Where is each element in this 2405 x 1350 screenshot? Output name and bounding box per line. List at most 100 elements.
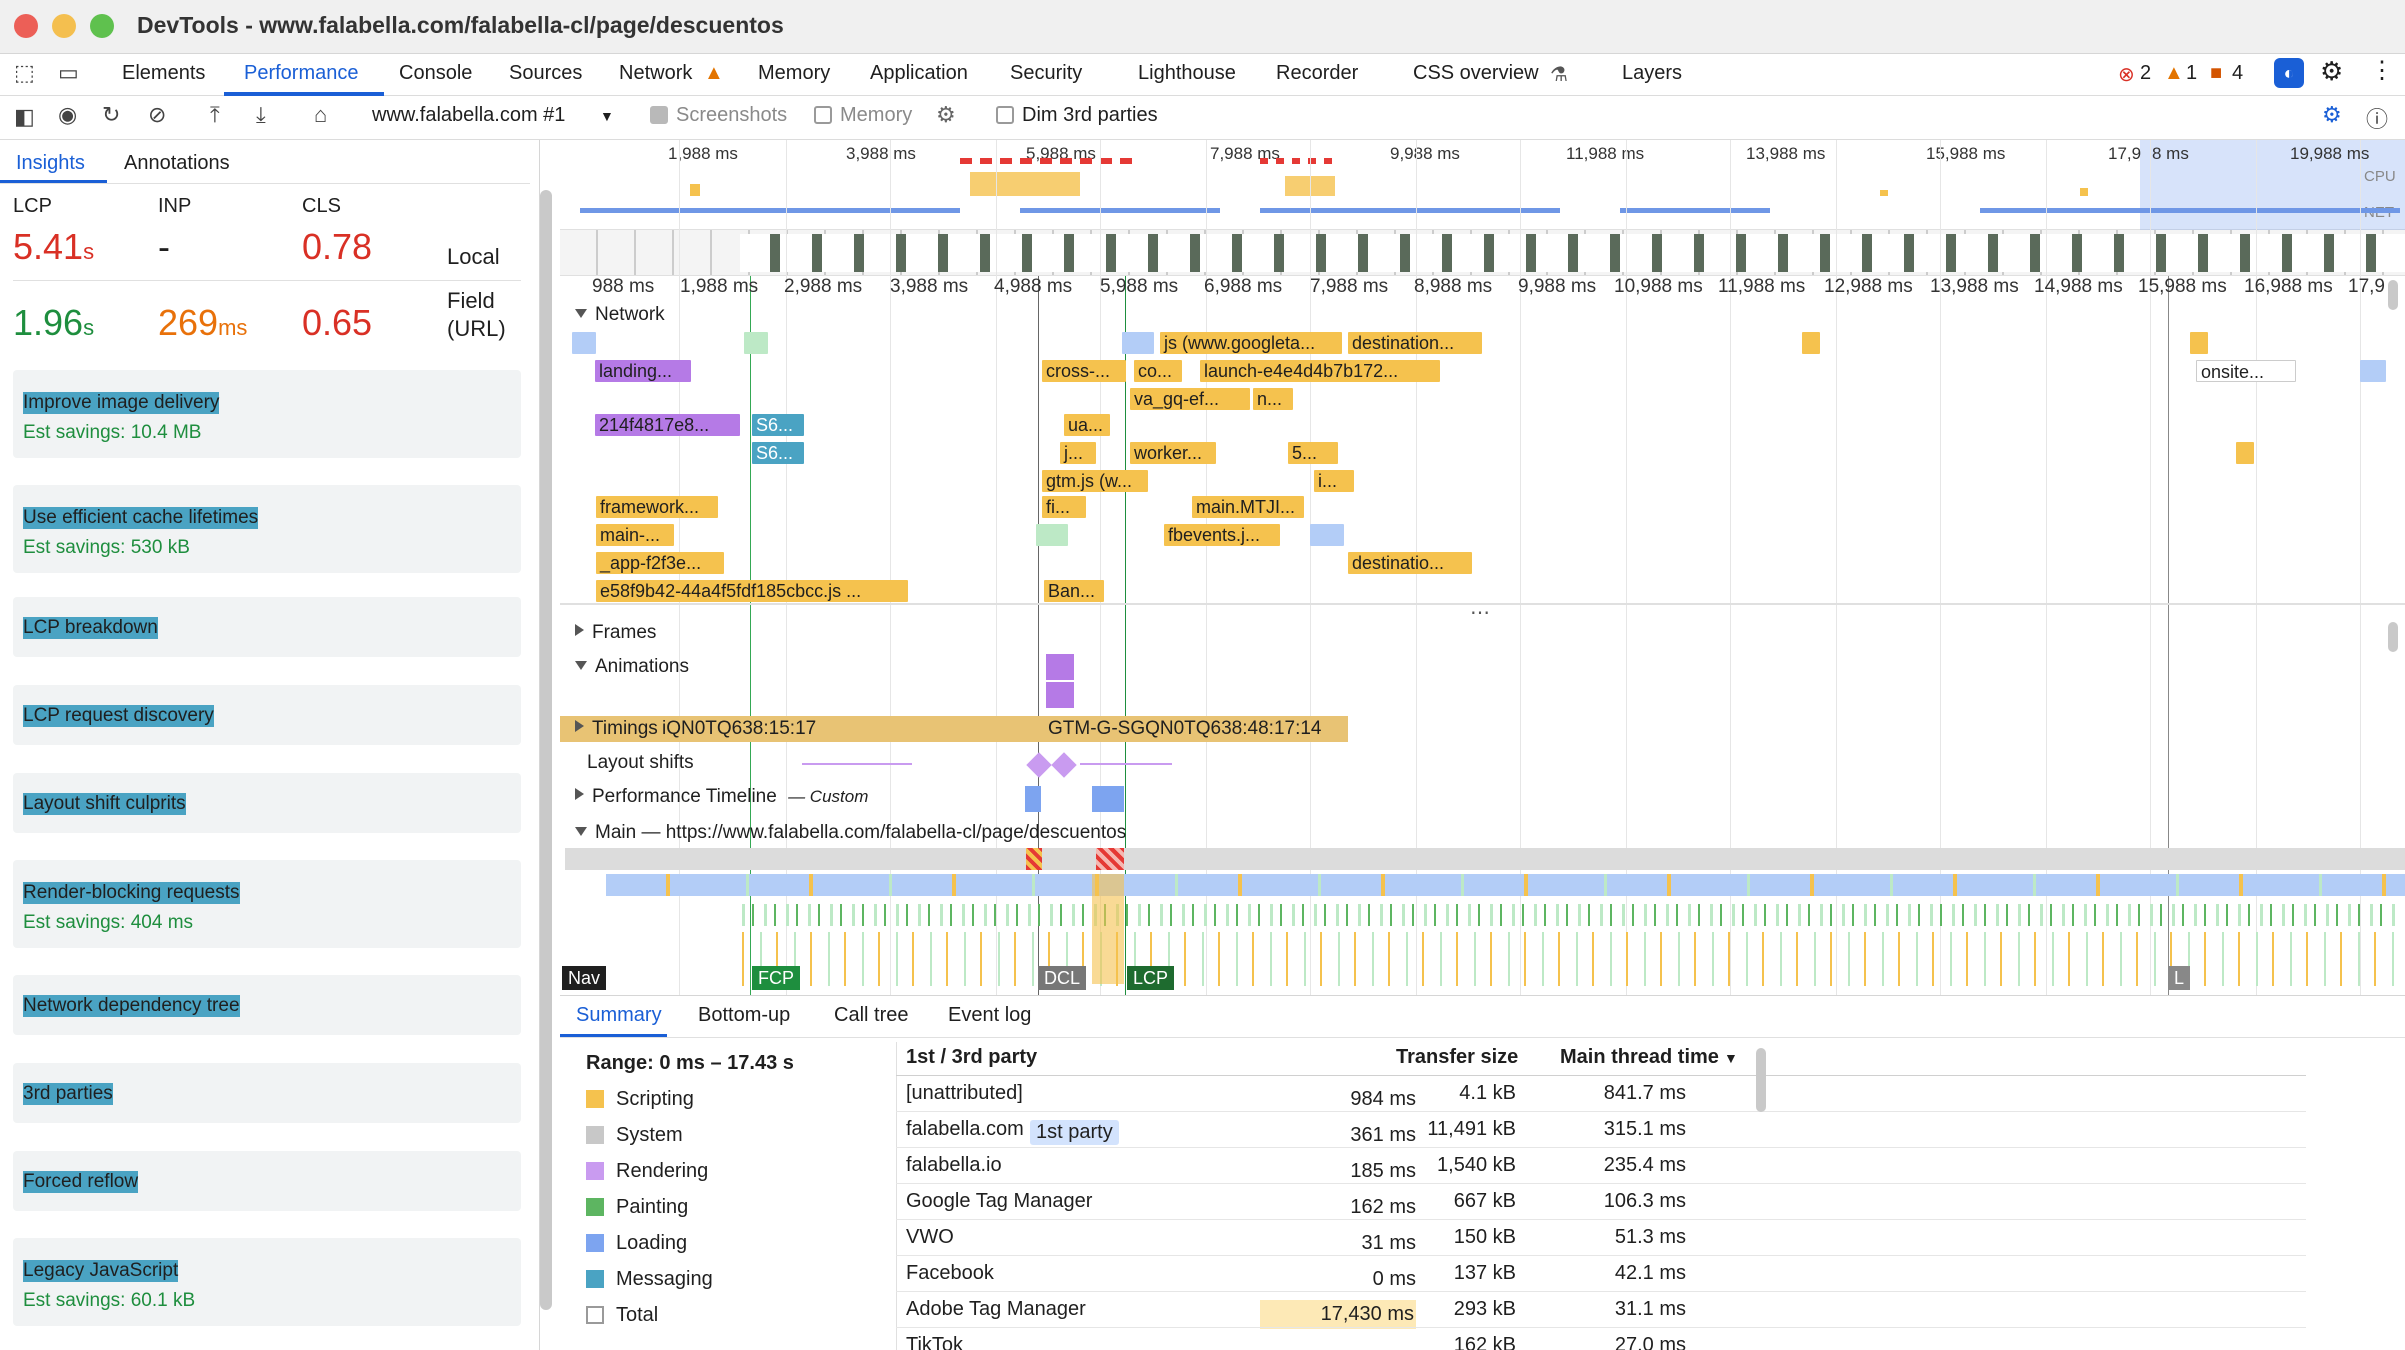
table-scrollbar[interactable] <box>1756 1048 1766 1112</box>
network-request[interactable] <box>1036 524 1068 546</box>
tab-annotations[interactable]: Annotations <box>124 152 230 174</box>
dcl-marker[interactable]: DCL <box>1038 966 1087 990</box>
toggle-sidebar-icon[interactable]: ◧ <box>14 104 35 129</box>
upload-icon[interactable]: ⤒ <box>210 102 220 127</box>
col-party[interactable]: 1st / 3rd party <box>906 1046 1038 1068</box>
tab-performance[interactable]: Performance <box>244 62 359 84</box>
network-request[interactable] <box>1122 332 1154 354</box>
network-request[interactable]: va_gq-ef... <box>1130 388 1250 410</box>
clear-icon[interactable]: ⊘ <box>148 102 167 127</box>
main-thread-task-row[interactable] <box>565 848 2405 870</box>
table-row[interactable]: VWO 150 kB 51.3 ms <box>896 1220 2306 1256</box>
tab-recorder[interactable]: Recorder <box>1276 62 1359 84</box>
network-request[interactable] <box>2190 332 2208 354</box>
chevron-down-icon[interactable]: ▼ <box>600 108 614 124</box>
network-track-header[interactable]: Network <box>575 304 665 326</box>
network-request[interactable]: j... <box>1060 442 1096 464</box>
error-count[interactable]: 2 <box>2140 62 2152 84</box>
network-request[interactable]: S6... <box>752 442 804 464</box>
network-request[interactable]: landing... <box>595 360 691 382</box>
inspect-element-icon[interactable]: ⬚ <box>14 60 35 85</box>
network-request[interactable]: fi... <box>1042 496 1086 518</box>
load-marker[interactable]: L <box>2168 966 2191 990</box>
timing-label[interactable]: iQN0TQ638:15:17 <box>662 718 817 739</box>
insight-improve-image-delivery[interactable]: Improve image delivery Est savings: 10.4… <box>13 370 521 458</box>
maximize-window-button[interactable] <box>90 14 114 38</box>
network-request[interactable]: worker... <box>1130 442 1216 464</box>
sort-desc-icon[interactable]: ▼ <box>1724 1050 1738 1066</box>
tab-network[interactable]: Network <box>619 62 693 84</box>
tab-memory[interactable]: Memory <box>758 62 831 84</box>
network-request[interactable] <box>1802 332 1820 354</box>
lcp-marker[interactable]: LCP <box>1127 966 1175 990</box>
frames-track-header[interactable]: Frames <box>575 622 656 644</box>
table-row[interactable]: Google Tag Manager 667 kB 106.3 ms <box>896 1184 2306 1220</box>
animations-track-header[interactable]: Animations <box>575 656 689 678</box>
table-row[interactable]: TikTok 162 kB 27.0 ms <box>896 1328 2306 1350</box>
settings-gear-icon[interactable]: ⚙ <box>2320 56 2344 86</box>
network-request[interactable]: fbevents.j... <box>1164 524 1280 546</box>
network-scrollbar[interactable] <box>2388 280 2398 310</box>
network-request[interactable]: 214f4817e8... <box>595 414 740 436</box>
network-request[interactable]: e58f9b42-44a4f5fdf185cbcc.js ... <box>596 580 908 602</box>
record-icon[interactable]: ◉ <box>58 102 78 127</box>
col-main-thread[interactable]: Main thread time <box>1560 1046 1719 1068</box>
tab-lighthouse[interactable]: Lighthouse <box>1138 62 1236 84</box>
tab-sources[interactable]: Sources <box>509 62 583 84</box>
table-row[interactable]: falabella.com 1st party 11,491 kB 315.1 … <box>896 1112 2306 1148</box>
more-options-icon[interactable]: ⋮ <box>2370 57 2394 84</box>
timing-label[interactable]: GTM-G-SGQN0TQ638:48:17:14 <box>1048 718 1322 739</box>
network-request[interactable]: co... <box>1134 360 1182 382</box>
network-request[interactable]: _app-f2f3e... <box>596 552 724 574</box>
dim-3rd-parties-checkbox[interactable]: Dim 3rd parties <box>996 104 1158 127</box>
table-row[interactable]: Facebook 137 kB 42.1 ms <box>896 1256 2306 1292</box>
tab-insights[interactable]: Insights <box>16 152 85 174</box>
tab-bottom-up[interactable]: Bottom-up <box>698 1004 791 1026</box>
main-thread-activity[interactable] <box>606 874 2405 896</box>
tab-summary[interactable]: Summary <box>576 1004 662 1026</box>
home-icon[interactable]: ⌂ <box>314 102 328 127</box>
capture-settings-icon[interactable]: ⚙ <box>2322 102 2342 127</box>
fcp-marker[interactable]: FCP <box>752 966 800 990</box>
tab-call-tree[interactable]: Call tree <box>834 1004 909 1026</box>
timeline-overview[interactable]: 1,988 ms 3,988 ms 5,988 ms 7,988 ms 9,98… <box>560 140 2405 230</box>
tab-elements[interactable]: Elements <box>122 62 206 84</box>
network-request[interactable]: gtm.js (w... <box>1042 470 1148 492</box>
network-request[interactable]: 5... <box>1288 442 1338 464</box>
download-icon[interactable]: ⤓ <box>256 102 266 127</box>
tab-layers[interactable]: Layers <box>1622 62 1683 84</box>
col-transfer[interactable]: Transfer size <box>1396 1046 1519 1068</box>
table-row[interactable]: [unattributed] 4.1 kB 841.7 ms <box>896 1076 2306 1112</box>
network-request[interactable]: S6... <box>752 414 804 436</box>
close-window-button[interactable] <box>14 14 38 38</box>
insight-forced-reflow[interactable]: Forced reflow <box>13 1151 521 1211</box>
performance-timeline-track-header[interactable]: Performance Timeline — Custom <box>575 786 868 808</box>
issues-count[interactable]: 4 <box>2232 62 2244 84</box>
network-request[interactable] <box>1310 524 1344 546</box>
nav-marker[interactable]: Nav <box>562 966 607 990</box>
network-request[interactable]: js (www.googleta... <box>1160 332 1342 354</box>
sidebar-scrollbar[interactable] <box>540 190 552 1310</box>
network-request[interactable]: destination... <box>1348 332 1482 354</box>
network-request[interactable]: n... <box>1253 388 1293 410</box>
tab-css-overview[interactable]: CSS overview <box>1413 62 1539 84</box>
insight-cache-lifetimes[interactable]: Use efficient cache lifetimes Est saving… <box>13 485 521 573</box>
network-request[interactable]: cross-... <box>1042 360 1126 382</box>
network-request[interactable]: i... <box>1314 470 1354 492</box>
network-request[interactable]: main-... <box>596 524 674 546</box>
network-request[interactable]: launch-e4e4d4b7b172... <box>1200 360 1440 382</box>
screenshots-checkbox[interactable]: Screenshots <box>650 104 787 127</box>
insight-3rd-parties[interactable]: 3rd parties <box>13 1063 521 1123</box>
table-row[interactable]: falabella.io 1,540 kB 235.4 ms <box>896 1148 2306 1184</box>
main-thread-track-header[interactable]: Main — https://www.falabella.com/falabel… <box>575 822 1126 844</box>
network-request[interactable]: main.MTJI... <box>1192 496 1304 518</box>
table-row[interactable]: Adobe Tag Manager 293 kB 31.1 ms <box>896 1292 2306 1328</box>
recording-select[interactable]: www.falabella.com #1 <box>372 104 566 126</box>
network-request[interactable]: ua... <box>1064 414 1110 436</box>
tab-security[interactable]: Security <box>1010 62 1083 84</box>
reload-icon[interactable]: ↻ <box>102 102 121 127</box>
layout-shifts-track-header[interactable]: Layout shifts <box>587 752 694 773</box>
insight-lcp-breakdown[interactable]: LCP breakdown <box>13 597 521 657</box>
tab-application[interactable]: Application <box>870 62 968 84</box>
network-request[interactable] <box>744 332 768 354</box>
